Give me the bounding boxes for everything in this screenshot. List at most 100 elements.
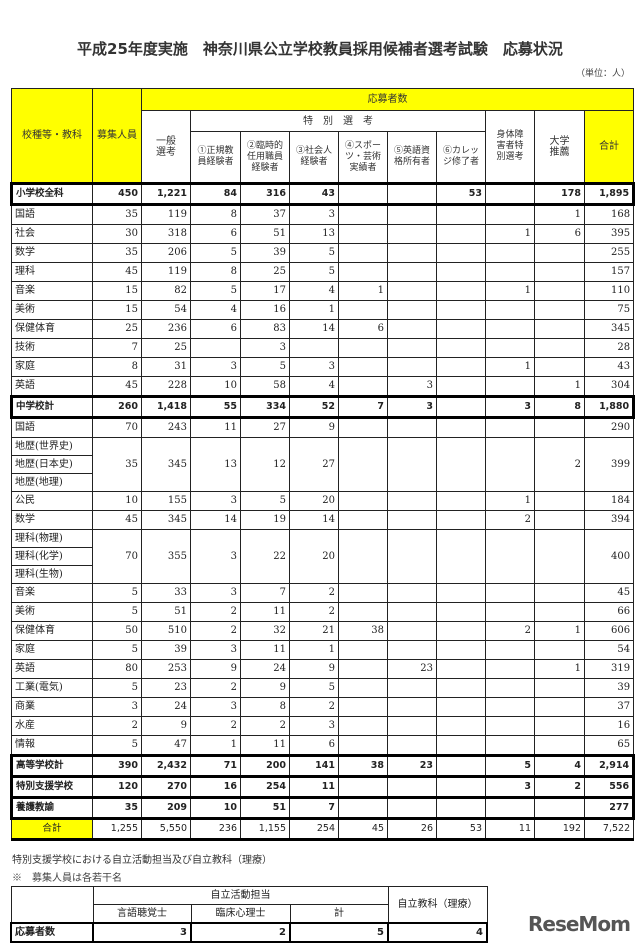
cell-value: 25 <box>240 262 290 282</box>
cell-value <box>436 243 486 263</box>
cell-value: 119 <box>141 262 191 282</box>
cell-value <box>338 182 388 206</box>
cell-value <box>436 262 486 282</box>
cell-value: 270 <box>141 775 191 799</box>
cell-value: 38 <box>338 754 388 778</box>
cell-value: 2 <box>534 775 585 799</box>
cell-value: 19 <box>240 510 290 530</box>
cell-value <box>534 678 585 698</box>
cell-value: 13 <box>289 224 339 244</box>
cell-value: 2 <box>240 716 290 736</box>
cell-value: 1 <box>338 281 388 301</box>
header-total: 合計 <box>583 110 635 184</box>
cell-value: 23 <box>141 678 191 698</box>
cell-value <box>338 437 388 492</box>
cell-value <box>338 491 388 511</box>
row-label: 公民 <box>11 491 93 511</box>
sub-section-note: ※ 募集人員は各若干名 <box>12 873 122 884</box>
cell-value: 35 <box>92 243 142 263</box>
cell-value <box>485 417 535 438</box>
cell-value <box>387 775 437 799</box>
row-label: 技術 <box>11 338 93 358</box>
cell-value: 58 <box>240 376 290 397</box>
cell-value: 3 <box>190 491 241 511</box>
header-special-col: ③社会人経験者 <box>289 131 339 184</box>
cell-value: 25 <box>141 338 191 358</box>
cell-value: 53 <box>436 182 486 206</box>
cell-value <box>338 529 388 584</box>
cell-value: 14 <box>289 319 339 339</box>
cell-value: 606 <box>583 621 635 641</box>
table-row: 数学 45 345 14 19 14 2 394 <box>11 510 635 530</box>
table-row: 家庭 5 39 3 11 1 54 <box>11 640 635 660</box>
cell-value: 21 <box>289 621 339 641</box>
row-label: 家庭 <box>11 640 93 660</box>
cell-value: 390 <box>92 754 142 778</box>
cell-value <box>436 376 486 397</box>
cell-value <box>534 338 585 358</box>
cell-value <box>436 775 486 799</box>
cell-value: 5 <box>240 357 290 377</box>
cell-value: 1 <box>534 659 585 679</box>
cell-value <box>338 602 388 622</box>
total-row: 特別支援学校 120 270 16 254 11 3 2 556 <box>10 775 636 799</box>
cell-value <box>534 716 585 736</box>
cell-value: 45 <box>92 262 142 282</box>
cell-value <box>436 735 486 756</box>
cell-value <box>485 678 535 698</box>
cell-value: 14 <box>289 510 339 530</box>
row-label: 地歴(日本史) <box>11 455 93 474</box>
header-disabled: 身体障害者特別選考 <box>485 110 535 184</box>
cell-value: 5 <box>92 678 142 698</box>
cell-value: 192 <box>534 817 585 841</box>
cell-value: 66 <box>583 602 635 622</box>
cell-value: 400 <box>583 529 635 584</box>
cell-value <box>436 224 486 244</box>
cell-value: 3 <box>289 204 339 225</box>
cell-value <box>534 735 585 756</box>
cell-value: 556 <box>583 775 636 799</box>
cell-value: 51 <box>141 602 191 622</box>
cell-value: 254 <box>289 817 339 841</box>
cell-value <box>534 491 585 511</box>
header-special-col: ④スポーツ・芸術実績者 <box>338 131 388 184</box>
cell-value <box>534 796 585 820</box>
cell-value <box>387 182 437 206</box>
row-label: 特別支援学校 <box>10 775 93 799</box>
cell-value: 8 <box>534 395 585 419</box>
cell-value <box>387 243 437 263</box>
cell-value <box>436 621 486 641</box>
cell-value <box>485 300 535 320</box>
cell-value <box>485 529 535 584</box>
cell-value <box>485 583 535 603</box>
row-label: 水産 <box>11 716 93 736</box>
cell-value: 12 <box>240 437 290 492</box>
table-row: 家庭 8 31 3 5 3 1 43 <box>11 357 635 377</box>
cell-value <box>485 602 535 622</box>
sub-value: 5 <box>288 922 390 943</box>
cell-value: 16 <box>583 716 635 736</box>
row-label: 高等学校計 <box>10 754 93 778</box>
cell-value <box>338 224 388 244</box>
cell-value: 2 <box>190 716 241 736</box>
cell-value: 206 <box>141 243 191 263</box>
cell-value: 80 <box>92 659 142 679</box>
cell-value: 1 <box>485 224 535 244</box>
cell-value: 304 <box>583 376 635 397</box>
cell-value <box>534 510 585 530</box>
cell-value <box>387 417 437 438</box>
cell-value <box>387 319 437 339</box>
cell-value <box>436 640 486 660</box>
cell-value: 4 <box>534 754 585 778</box>
cell-value <box>534 529 585 584</box>
cell-value: 43 <box>583 357 635 377</box>
cell-value: 1,155 <box>240 817 290 841</box>
cell-value: 209 <box>141 796 191 820</box>
table-row: 水産 2 9 2 2 3 16 <box>11 716 635 736</box>
cell-value: 11 <box>190 417 241 438</box>
cell-value <box>534 640 585 660</box>
resemom-logo: ReseMom <box>528 912 631 936</box>
total-row: 高等学校計 390 2,432 71 200 141 38 23 5 4 2,914 <box>10 754 636 778</box>
cell-value <box>534 417 585 438</box>
cell-value: 6 <box>190 224 241 244</box>
